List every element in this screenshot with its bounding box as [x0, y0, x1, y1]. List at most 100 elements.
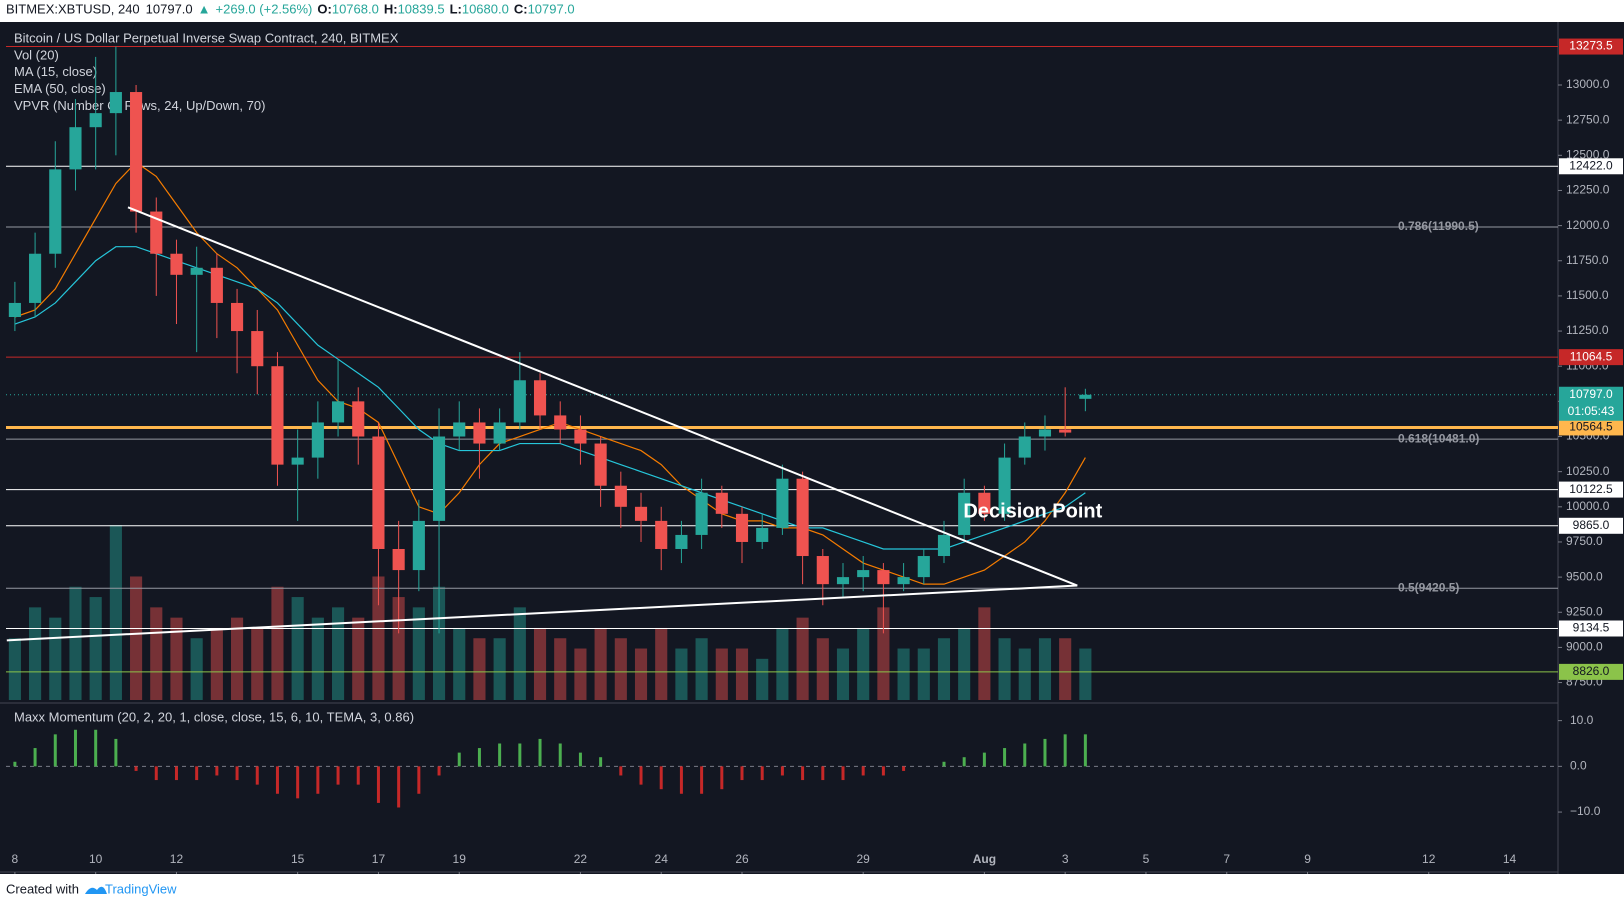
- candle-body: [857, 570, 870, 578]
- candle-body: [392, 548, 405, 571]
- volume-bar: [210, 627, 223, 700]
- volume-bar: [412, 607, 425, 700]
- volume-bar: [49, 617, 62, 700]
- x-tick-label: 17: [372, 852, 386, 866]
- header-text: ▲: [198, 1, 211, 16]
- candle-body: [150, 211, 163, 254]
- y-tick-label: 12750.0: [1566, 112, 1610, 126]
- candle-body: [89, 113, 102, 128]
- candle-body: [291, 457, 304, 465]
- y-tick-label: 9000.0: [1566, 640, 1603, 654]
- candle-body: [331, 401, 345, 423]
- volume-bar: [109, 525, 122, 700]
- x-tick-label: 26: [735, 852, 749, 866]
- candle-body: [897, 577, 910, 585]
- x-tick-label: 10: [89, 852, 103, 866]
- fib-label: 0.786(11990.5): [1398, 219, 1479, 233]
- price-tag: [1559, 620, 1623, 637]
- volume-bar: [473, 638, 486, 700]
- momentum-title: Maxx Momentum (20, 2, 20, 1, close, clos…: [14, 709, 414, 724]
- volume-bar: [897, 648, 910, 700]
- x-tick-label: 9: [1304, 852, 1311, 866]
- x-tick-label: 3: [1062, 852, 1069, 866]
- x-tick-label: 24: [655, 852, 669, 866]
- header-text: +269.0 (+2.56%): [216, 1, 313, 16]
- candle-body: [1059, 429, 1072, 433]
- volume-bar: [917, 648, 930, 700]
- header-text: 10797.0: [528, 1, 575, 16]
- x-tick-label: 22: [574, 852, 588, 866]
- trendline: [127, 206, 1078, 587]
- y-tick-label: 9750.0: [1566, 534, 1603, 548]
- candle-body: [715, 492, 728, 514]
- candle-body: [998, 457, 1011, 514]
- volume-bar: [1059, 638, 1072, 700]
- y-tick-label: 11250.0: [1566, 323, 1609, 337]
- price-tag-label: 9865.0: [1573, 518, 1610, 532]
- candle-body: [190, 267, 203, 275]
- volume-bar: [251, 627, 264, 700]
- volume-bar: [453, 627, 466, 700]
- footer-text: Created with: [6, 881, 79, 896]
- candle-body: [836, 577, 850, 585]
- x-tick-label: 8: [12, 852, 19, 866]
- candle-body: [513, 380, 526, 423]
- price-tag: [1559, 663, 1623, 680]
- volume-bar: [29, 607, 42, 700]
- candle-body: [634, 506, 648, 521]
- header: BITMEX:XBTUSD, 240 10797.0 ▲ +269.0 (+2.56…: [6, 1, 575, 16]
- volume-bar: [756, 658, 769, 700]
- x-tick-label: Aug: [973, 852, 996, 866]
- candle-body: [170, 253, 183, 275]
- volume-bar: [695, 638, 708, 700]
- trendline: [6, 584, 1078, 642]
- volume-bar: [190, 638, 203, 700]
- volume-bar: [513, 607, 526, 700]
- brand-logo: [84, 886, 107, 894]
- volume-bar: [655, 627, 668, 700]
- volume-bar: [331, 607, 345, 700]
- price-tag-label: 8826.0: [1573, 664, 1610, 678]
- candle-body: [614, 485, 627, 507]
- candle-body: [130, 92, 143, 212]
- candle-body: [675, 534, 688, 549]
- volume-bar: [311, 617, 324, 700]
- y-tick-label: 9500.0: [1566, 569, 1603, 583]
- y-tick-label: 13000.0: [1566, 77, 1610, 91]
- candle-body: [271, 366, 284, 465]
- candle-body: [877, 570, 890, 585]
- candle-body: [493, 422, 506, 444]
- volume-bar: [533, 627, 547, 700]
- volume-bar: [776, 627, 789, 700]
- price-tag: [1559, 38, 1623, 55]
- header-text: 10680.0: [462, 1, 509, 16]
- candle-body: [432, 436, 446, 521]
- x-tick-label: 15: [291, 852, 305, 866]
- volume-bar: [836, 648, 850, 700]
- volume-bar: [392, 597, 405, 700]
- price-tag: [1559, 158, 1623, 175]
- x-tick-label: 19: [453, 852, 467, 866]
- y-tick-label: 12000.0: [1566, 218, 1610, 232]
- candle-body: [655, 520, 668, 549]
- candle-body: [735, 513, 749, 542]
- momentum-tick-label: −10.0: [1570, 804, 1601, 818]
- volume-bar: [816, 638, 829, 700]
- volume-bar: [89, 597, 102, 700]
- x-tick-label: 12: [170, 852, 184, 866]
- candle-body: [756, 527, 769, 542]
- volume-bar: [130, 576, 143, 700]
- y-tick-label: 9250.0: [1566, 604, 1603, 618]
- candle-body: [1038, 429, 1052, 437]
- volume-bar: [978, 607, 991, 700]
- volume-bar: [634, 648, 648, 700]
- volume-bar: [150, 607, 163, 700]
- candle-body: [49, 169, 62, 254]
- header-text: 10797.0: [146, 1, 193, 16]
- momentum-tick-label: 0.0: [1570, 759, 1587, 773]
- chart-title: Bitcoin / US Dollar Perpetual Inverse Sw…: [14, 30, 399, 45]
- volume-bar: [715, 648, 728, 700]
- indicator-label: EMA (50, close): [14, 81, 106, 96]
- price-tag-label: 10564.5: [1569, 420, 1613, 434]
